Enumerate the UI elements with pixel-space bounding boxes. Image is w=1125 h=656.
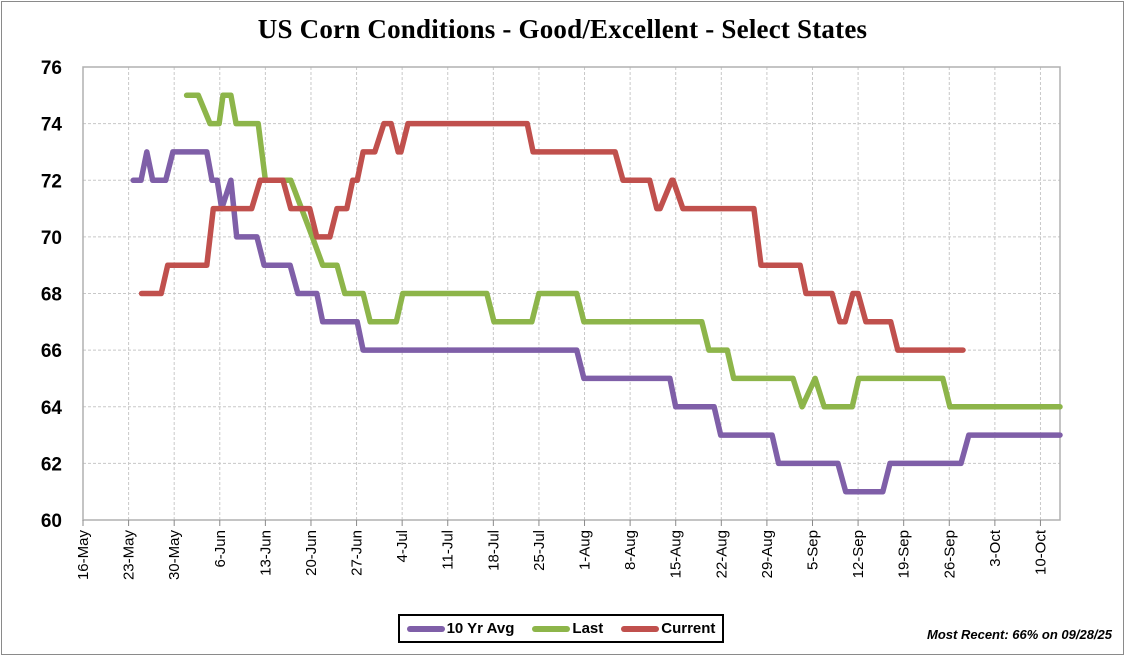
legend-label-current: Current xyxy=(661,620,716,637)
x-tick-label: 23-May xyxy=(121,530,138,581)
legend-swatch-current xyxy=(621,625,660,632)
x-tick-label: 3-Oct xyxy=(987,529,1004,567)
x-tick-label: 20-Jun xyxy=(303,530,320,576)
chart-title: US Corn Conditions - Good/Excellent - Se… xyxy=(257,14,868,44)
series-lines xyxy=(130,92,1063,495)
gridlines xyxy=(83,67,1060,520)
x-tick-label: 27-Jun xyxy=(349,530,366,576)
series-line-last xyxy=(183,92,1063,410)
series-line-current xyxy=(138,120,966,353)
x-tick-label: 30-May xyxy=(166,530,183,581)
x-tick-label: 5-Sep xyxy=(804,530,821,570)
y-tick-label: 62 xyxy=(41,454,62,475)
plot-area-border xyxy=(82,66,1061,521)
legend-item-10yr-avg[interactable]: 10 Yr Avg xyxy=(406,620,515,637)
y-tick-label: 70 xyxy=(41,228,62,249)
y-axis-ticks: 60 62 64 66 68 70 72 74 76 xyxy=(41,58,63,532)
x-tick-label: 18-Jul xyxy=(485,530,502,571)
x-tick-label: 15-Aug xyxy=(668,530,685,578)
legend-label-last: Last xyxy=(572,620,604,637)
x-tick-label: 16-May xyxy=(75,530,92,581)
legend-item-last[interactable]: Last xyxy=(532,620,603,637)
x-tick-label: 8-Aug xyxy=(622,530,639,570)
x-axis-ticks: 16-May 23-May 30-May 6-Jun 13-Jun 20-Jun 27-Ju… xyxy=(75,520,1049,580)
chart-legend: 10 Yr Avg Last Current xyxy=(398,614,724,643)
legend-item-current[interactable]: Current xyxy=(621,620,715,637)
series-line-10-yr-avg xyxy=(130,149,1063,495)
x-tick-label: 13-Jun xyxy=(257,530,274,576)
legend-label-10yr-avg: 10 Yr Avg xyxy=(446,620,515,637)
x-tick-label: 1-Aug xyxy=(577,530,594,570)
legend-swatch-last xyxy=(532,625,571,632)
y-tick-label: 68 xyxy=(41,285,62,306)
x-tick-label: 11-Jul xyxy=(440,530,457,570)
y-tick-label: 76 xyxy=(41,58,62,79)
x-tick-label: 26-Sep xyxy=(941,530,958,578)
x-tick-label: 19-Sep xyxy=(896,530,913,578)
x-tick-label: 4-Jul xyxy=(394,530,411,563)
y-tick-label: 60 xyxy=(41,511,62,532)
x-tick-label: 29-Aug xyxy=(759,530,776,578)
most-recent-annotation: Most Recent: 66% on 09/28/25 xyxy=(927,627,1112,642)
x-tick-label: 22-Aug xyxy=(713,530,730,578)
legend-swatch-10yr-avg xyxy=(406,625,445,632)
x-tick-label: 10-Oct xyxy=(1032,529,1049,575)
x-tick-label: 6-Jun xyxy=(212,530,229,568)
y-tick-label: 64 xyxy=(41,398,63,419)
x-tick-label: 12-Sep xyxy=(850,530,867,578)
x-tick-label: 25-Jul xyxy=(531,530,548,571)
y-tick-label: 66 xyxy=(41,341,62,362)
y-tick-label: 74 xyxy=(41,115,63,136)
y-tick-label: 72 xyxy=(41,171,62,192)
